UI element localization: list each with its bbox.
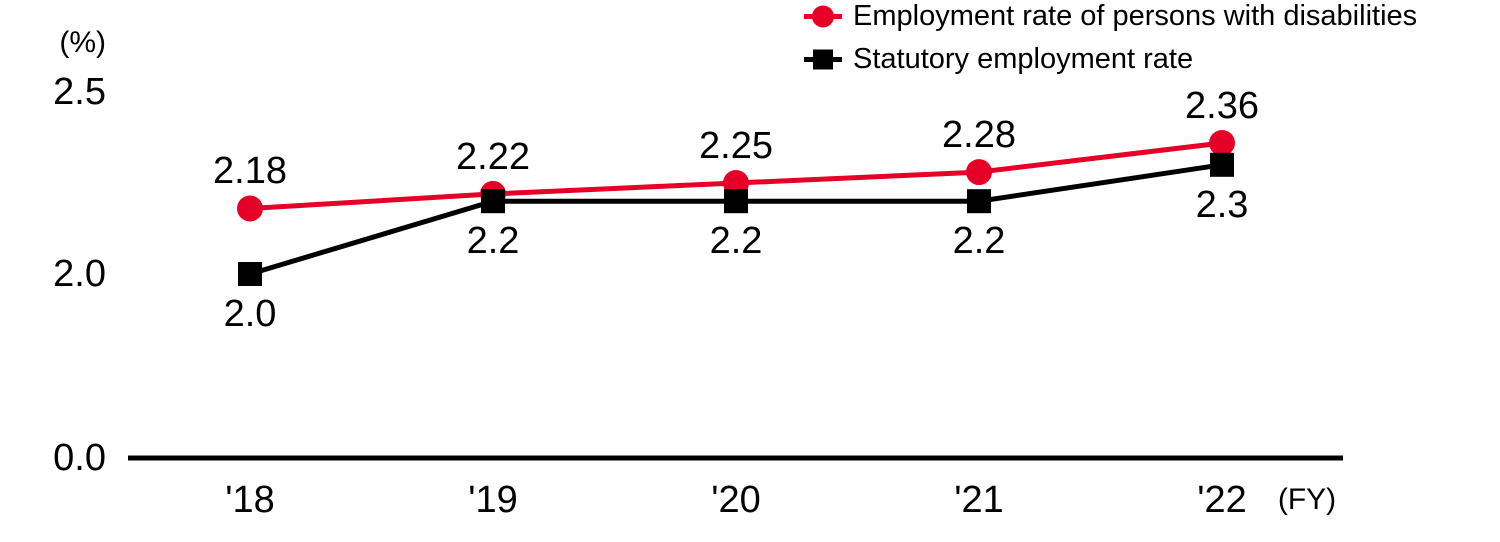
- data-point-circle-marker: [237, 195, 263, 222]
- legend-label-statutory-rate: Statutory employment rate: [853, 43, 1194, 75]
- data-point-circle-marker: [1209, 129, 1235, 156]
- legend: Employment rate of persons with disabili…: [804, 0, 1417, 81]
- legend-label-employment-rate: Employment rate of persons with disabili…: [853, 0, 1418, 32]
- legend-marker-square-icon: [804, 49, 842, 70]
- data-point-square-marker: [238, 262, 262, 286]
- legend-marker-circle-icon: [804, 5, 842, 28]
- y-tick-label-0-0: 0.0: [53, 437, 106, 479]
- legend-item-statutory-rate: Statutory employment rate: [804, 38, 1417, 81]
- y-tick-label-2-5: 2.5: [53, 71, 106, 113]
- data-point-square-marker: [724, 189, 748, 214]
- data-point-square-marker: [481, 189, 505, 214]
- data-point-square-marker: [967, 189, 991, 214]
- data-point-circle-marker: [966, 159, 992, 186]
- x-axis-unit-label: (FY): [1277, 483, 1337, 516]
- legend-item-employment-rate: Employment rate of persons with disabili…: [804, 0, 1417, 38]
- data-point-square-marker: [1210, 152, 1234, 177]
- y-tick-label-2-0: 2.0: [53, 253, 106, 295]
- y-axis-unit-label: (%): [59, 26, 106, 59]
